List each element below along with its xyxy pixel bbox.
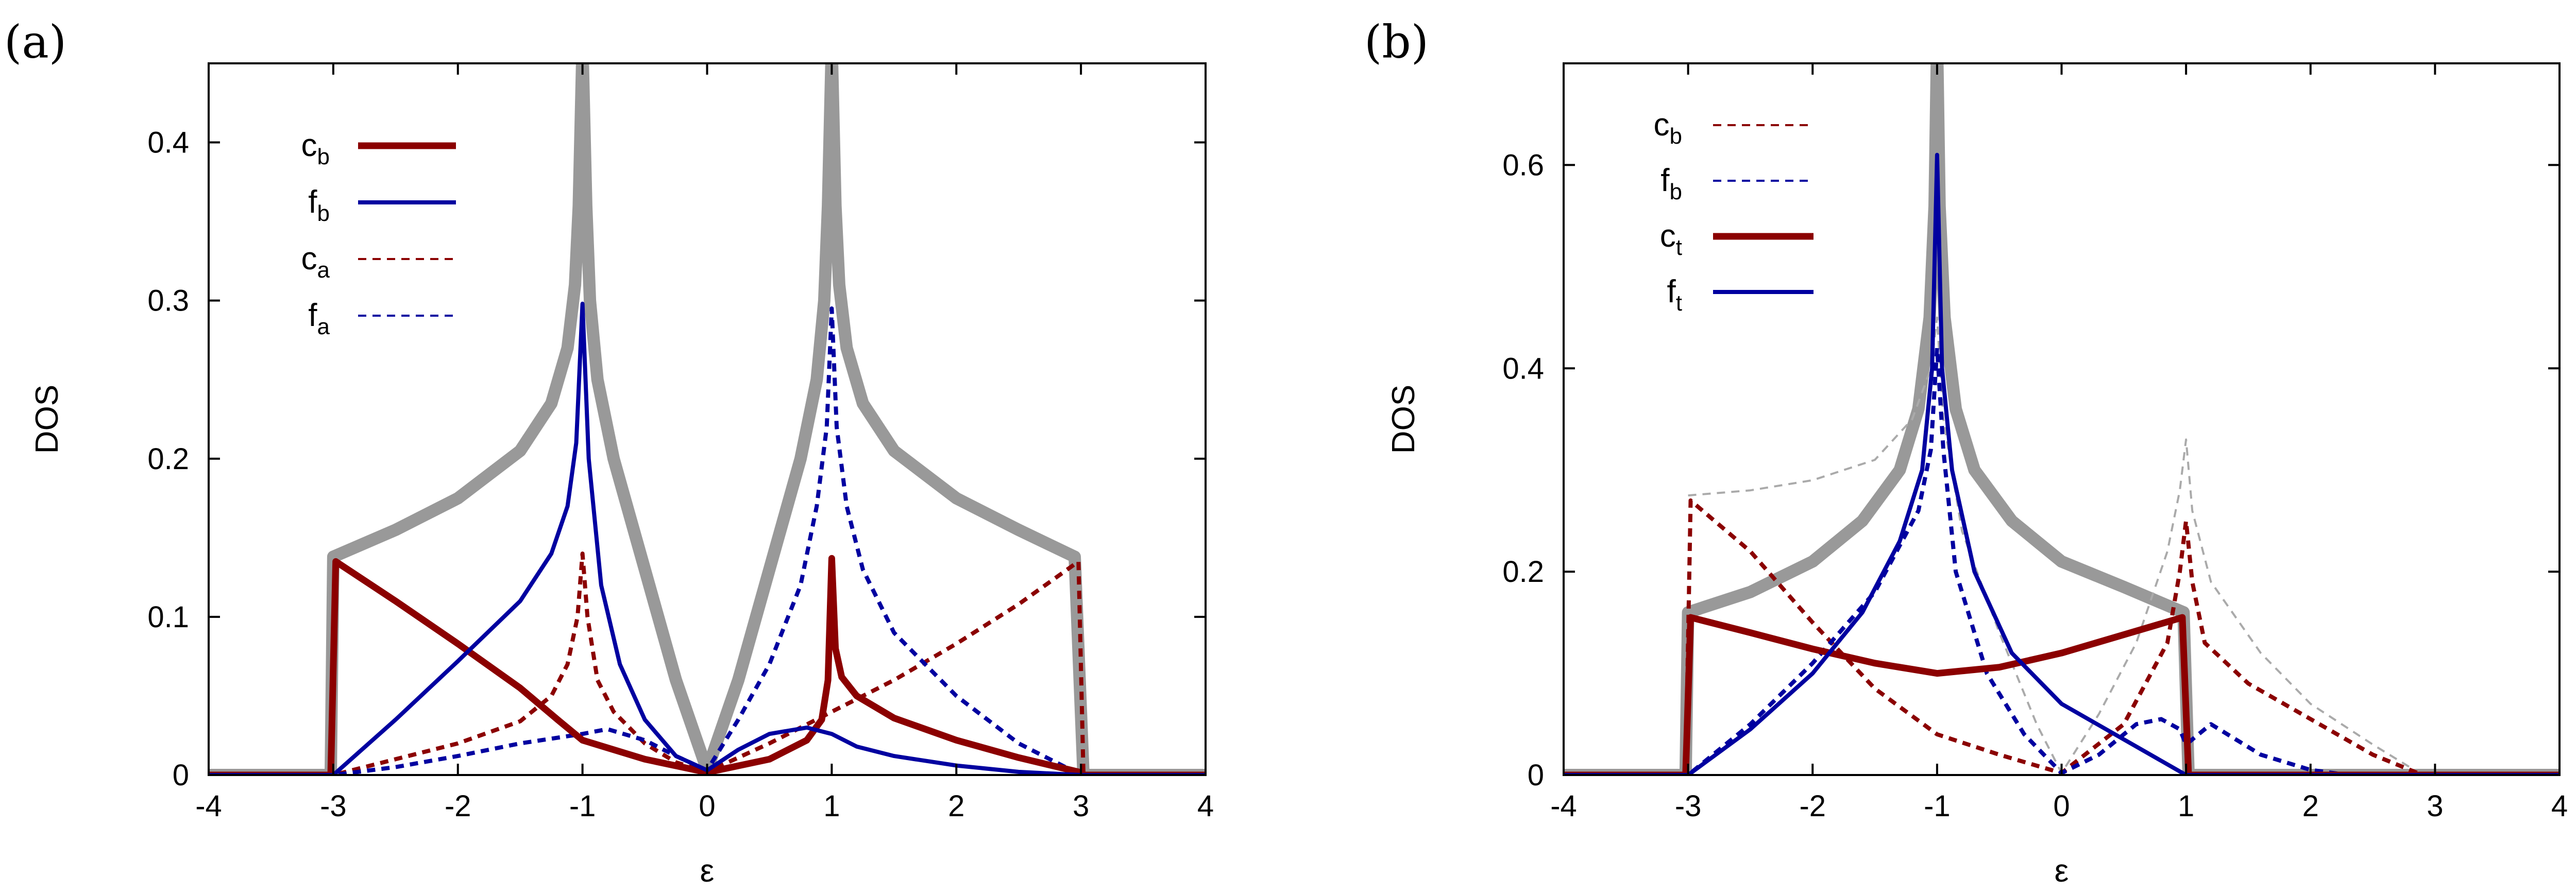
series-line-total-b xyxy=(1564,63,2560,775)
x-tick-label: 4 xyxy=(2551,789,2568,823)
series-line-f-t xyxy=(1564,152,2560,775)
legend-label-c-b: cb xyxy=(301,128,330,169)
x-tick-label: -3 xyxy=(320,789,347,823)
series-line-total xyxy=(209,63,1206,775)
panel-a: (a)-4 -3 -2 -1 0 1 2 3 400.10.20.30.4εDOScbfbcaf… xyxy=(4,15,1214,889)
series-line-c-b xyxy=(209,555,1206,775)
x-tick-label: -4 xyxy=(195,789,222,823)
x-tick-label: 0 xyxy=(2053,789,2070,823)
y-tick-label: 0.2 xyxy=(147,442,189,476)
y-tick-label: 0.3 xyxy=(147,284,189,318)
series-line-c-b xyxy=(1564,498,2560,775)
legend-subscript: b xyxy=(317,144,330,169)
y-tick-label: 0.1 xyxy=(147,600,189,634)
y-tick-label: 0.4 xyxy=(147,126,189,160)
legend-symbol: c xyxy=(1660,218,1676,254)
legend-symbol: f xyxy=(1667,274,1676,309)
x-tick-label: 1 xyxy=(2178,789,2194,823)
series-line-f-b xyxy=(209,301,1206,775)
legend-symbol: f xyxy=(308,184,317,220)
x-tick-label: 0 xyxy=(699,789,715,823)
y-axis-title: DOS xyxy=(29,385,65,454)
panel-label: (b) xyxy=(1364,15,1429,68)
legend-label-f-t: ft xyxy=(1667,274,1682,316)
series-line-f-b xyxy=(1564,346,2560,775)
y-axis-title: DOS xyxy=(1386,385,1421,454)
series-group xyxy=(1564,63,2560,775)
legend-label-c-t: ct xyxy=(1660,218,1682,260)
y-tick-label: 0 xyxy=(1528,759,1544,792)
legend-subscript: b xyxy=(1670,179,1682,204)
series-line-c-t xyxy=(1564,614,2560,775)
panel-label: (a) xyxy=(4,15,66,68)
x-tick-label: -1 xyxy=(569,789,596,823)
legend-label-c-a: ca xyxy=(301,241,330,283)
legend-subscript: t xyxy=(1676,235,1682,260)
x-tick-label: 2 xyxy=(2302,789,2319,823)
y-tick-label: 0.4 xyxy=(1502,352,1544,385)
x-tick-label: -2 xyxy=(445,789,471,823)
legend-symbol: c xyxy=(301,241,317,277)
x-tick-label: -1 xyxy=(1924,789,1951,823)
legend-symbol: f xyxy=(308,298,317,333)
x-tick-label: -4 xyxy=(1550,789,1577,823)
x-tick-label: -3 xyxy=(1675,789,1702,823)
series-line-f-a xyxy=(209,306,1206,775)
x-tick-label: 1 xyxy=(823,789,840,823)
series-group xyxy=(209,63,1206,775)
y-tick-label: 0.6 xyxy=(1502,148,1544,182)
legend-symbol: c xyxy=(301,128,317,163)
legend-subscript: t xyxy=(1676,290,1682,316)
legend-subscript: a xyxy=(317,257,330,283)
y-tick-label: 0.2 xyxy=(1502,555,1544,589)
axes-frame xyxy=(208,62,1207,776)
y-tick-label: 0 xyxy=(173,759,189,792)
x-tick-label: -2 xyxy=(1799,789,1826,823)
legend-label-c-b: cb xyxy=(1654,107,1682,149)
legend-symbol: c xyxy=(1654,107,1670,143)
x-tick-label: 3 xyxy=(1073,789,1089,823)
x-tick-label: 3 xyxy=(2427,789,2443,823)
legend-label-f-b: fb xyxy=(308,184,330,226)
legend-subscript: a xyxy=(317,314,330,339)
legend-label-f-a: fa xyxy=(308,298,330,339)
legend-symbol: f xyxy=(1660,163,1670,198)
legend-subscript: b xyxy=(1670,124,1682,149)
series-line-ghost xyxy=(1688,316,2424,775)
x-tick-label: 4 xyxy=(1197,789,1214,823)
x-axis-title: ε xyxy=(700,853,715,889)
x-tick-label: 2 xyxy=(948,789,964,823)
x-axis-title: ε xyxy=(2055,853,2069,889)
legend-label-f-b: fb xyxy=(1660,163,1682,204)
series-line-c-a xyxy=(209,552,1206,775)
legend-subscript: b xyxy=(317,201,330,226)
axes-frame xyxy=(1563,62,2561,776)
